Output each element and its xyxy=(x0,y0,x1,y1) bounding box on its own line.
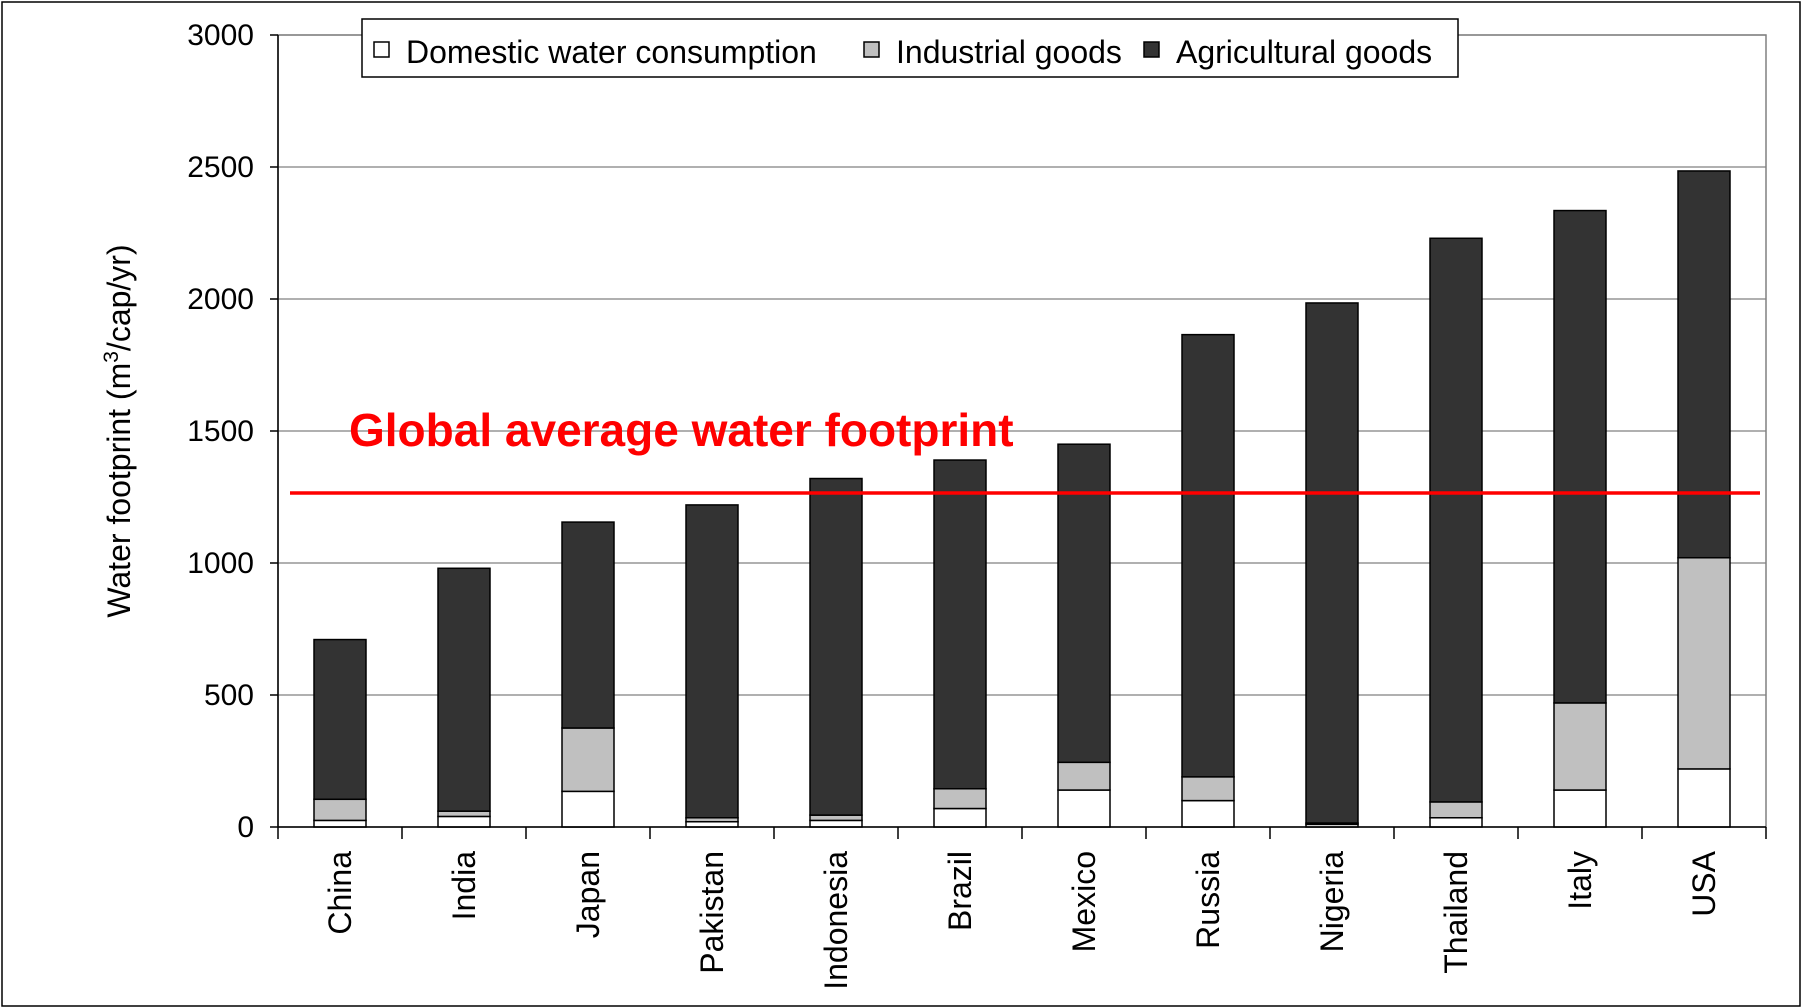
x-label-nigeria: Nigeria xyxy=(1314,851,1350,953)
bar-mexico-domestic-water-consumption xyxy=(1057,789,1111,828)
y-tick-label-2000: 2000 xyxy=(187,283,254,316)
bar-italy-agricultural-goods xyxy=(1553,209,1607,704)
bar-china-industrial-goods xyxy=(313,798,367,822)
x-label-russia: Russia xyxy=(1190,851,1226,949)
bar-thailand-agricultural-goods xyxy=(1429,237,1483,803)
y-axis-title-prefix: Water footprint (m xyxy=(101,363,137,618)
bar-brazil-domestic-water-consumption xyxy=(933,807,987,828)
legend: Domestic water consumption Industrial goo… xyxy=(361,18,1459,78)
y-tick-label-0: 0 xyxy=(237,811,254,844)
bar-india-agricultural-goods xyxy=(437,567,491,812)
bar-indonesia-agricultural-goods xyxy=(809,477,863,816)
bar-indonesia-domestic-water-consumption xyxy=(809,819,863,828)
x-label-japan: Japan xyxy=(570,851,606,938)
bar-russia-industrial-goods xyxy=(1181,776,1235,802)
bar-brazil-agricultural-goods xyxy=(933,459,987,790)
global-average-label: Global average water footprint xyxy=(349,404,1014,456)
x-label-india: India xyxy=(446,851,482,921)
x-label-thailand: Thailand xyxy=(1438,851,1474,974)
axes xyxy=(270,34,1767,839)
bar-mexico-agricultural-goods xyxy=(1057,443,1111,764)
x-label-china: China xyxy=(322,851,358,935)
bar-italy-industrial-goods xyxy=(1553,702,1607,791)
bar-china-domestic-water-consumption xyxy=(313,819,367,828)
bar-pakistan-domestic-water-consumption xyxy=(685,820,739,828)
x-label-brazil: Brazil xyxy=(942,851,978,931)
bar-brazil-industrial-goods xyxy=(933,787,987,810)
y-tick-label-500: 500 xyxy=(204,679,254,712)
legend-box xyxy=(361,18,1459,78)
legend-swatch-domestic-water-consumption xyxy=(373,41,390,58)
bar-japan-domestic-water-consumption xyxy=(561,790,615,828)
bar-usa-industrial-goods xyxy=(1677,556,1731,770)
bar-russia-agricultural-goods xyxy=(1181,333,1235,778)
bar-mexico-industrial-goods xyxy=(1057,761,1111,791)
y-axis-title-sup: 3 xyxy=(100,351,123,363)
y-tick-label-1000: 1000 xyxy=(187,547,254,580)
bar-indonesia-industrial-goods xyxy=(809,814,863,822)
x-label-pakistan: Pakistan xyxy=(694,851,730,974)
y-tick-labels: 0 500 1000 1500 2000 2500 3000 xyxy=(187,19,254,844)
bar-japan-agricultural-goods xyxy=(561,521,615,729)
bar-india-domestic-water-consumption xyxy=(437,815,491,828)
bar-india-industrial-goods xyxy=(437,810,491,818)
bar-thailand-industrial-goods xyxy=(1429,801,1483,819)
y-axis-title-suffix: /cap/yr) xyxy=(101,244,137,351)
x-label-usa: USA xyxy=(1686,850,1722,916)
bar-usa-domestic-water-consumption xyxy=(1677,768,1731,828)
legend-swatch-industrial-goods xyxy=(863,41,880,58)
legend-label-agricultural-goods: Agricultural goods xyxy=(1176,34,1432,70)
legend-label-domestic-water-consumption: Domestic water consumption xyxy=(406,34,817,70)
bar-usa-agricultural-goods xyxy=(1677,170,1731,559)
legend-swatch-agricultural-goods xyxy=(1143,41,1160,58)
x-label-italy: Italy xyxy=(1562,851,1598,910)
y-tick-label-3000: 3000 xyxy=(187,19,254,52)
bar-china-agricultural-goods xyxy=(313,638,367,801)
x-category-labels: China India Japan Pakistan Indonesia Brazil Me… xyxy=(322,850,1722,989)
bar-italy-domestic-water-consumption xyxy=(1553,789,1607,828)
bar-russia-domestic-water-consumption xyxy=(1181,799,1235,828)
bar-japan-industrial-goods xyxy=(561,727,615,793)
y-axis-title: Water footprint (m3/cap/yr) xyxy=(100,244,137,617)
y-tick-label-2500: 2500 xyxy=(187,151,254,184)
x-label-mexico: Mexico xyxy=(1066,851,1102,952)
y-tick-label-1500: 1500 xyxy=(187,415,254,448)
x-label-indonesia: Indonesia xyxy=(818,851,854,990)
legend-label-industrial-goods: Industrial goods xyxy=(896,34,1122,70)
reference-line-group: Global average water footprint xyxy=(290,404,1760,495)
bar-pakistan-agricultural-goods xyxy=(685,504,739,819)
bar-thailand-domestic-water-consumption xyxy=(1429,817,1483,828)
bar-nigeria-agricultural-goods xyxy=(1305,302,1359,824)
